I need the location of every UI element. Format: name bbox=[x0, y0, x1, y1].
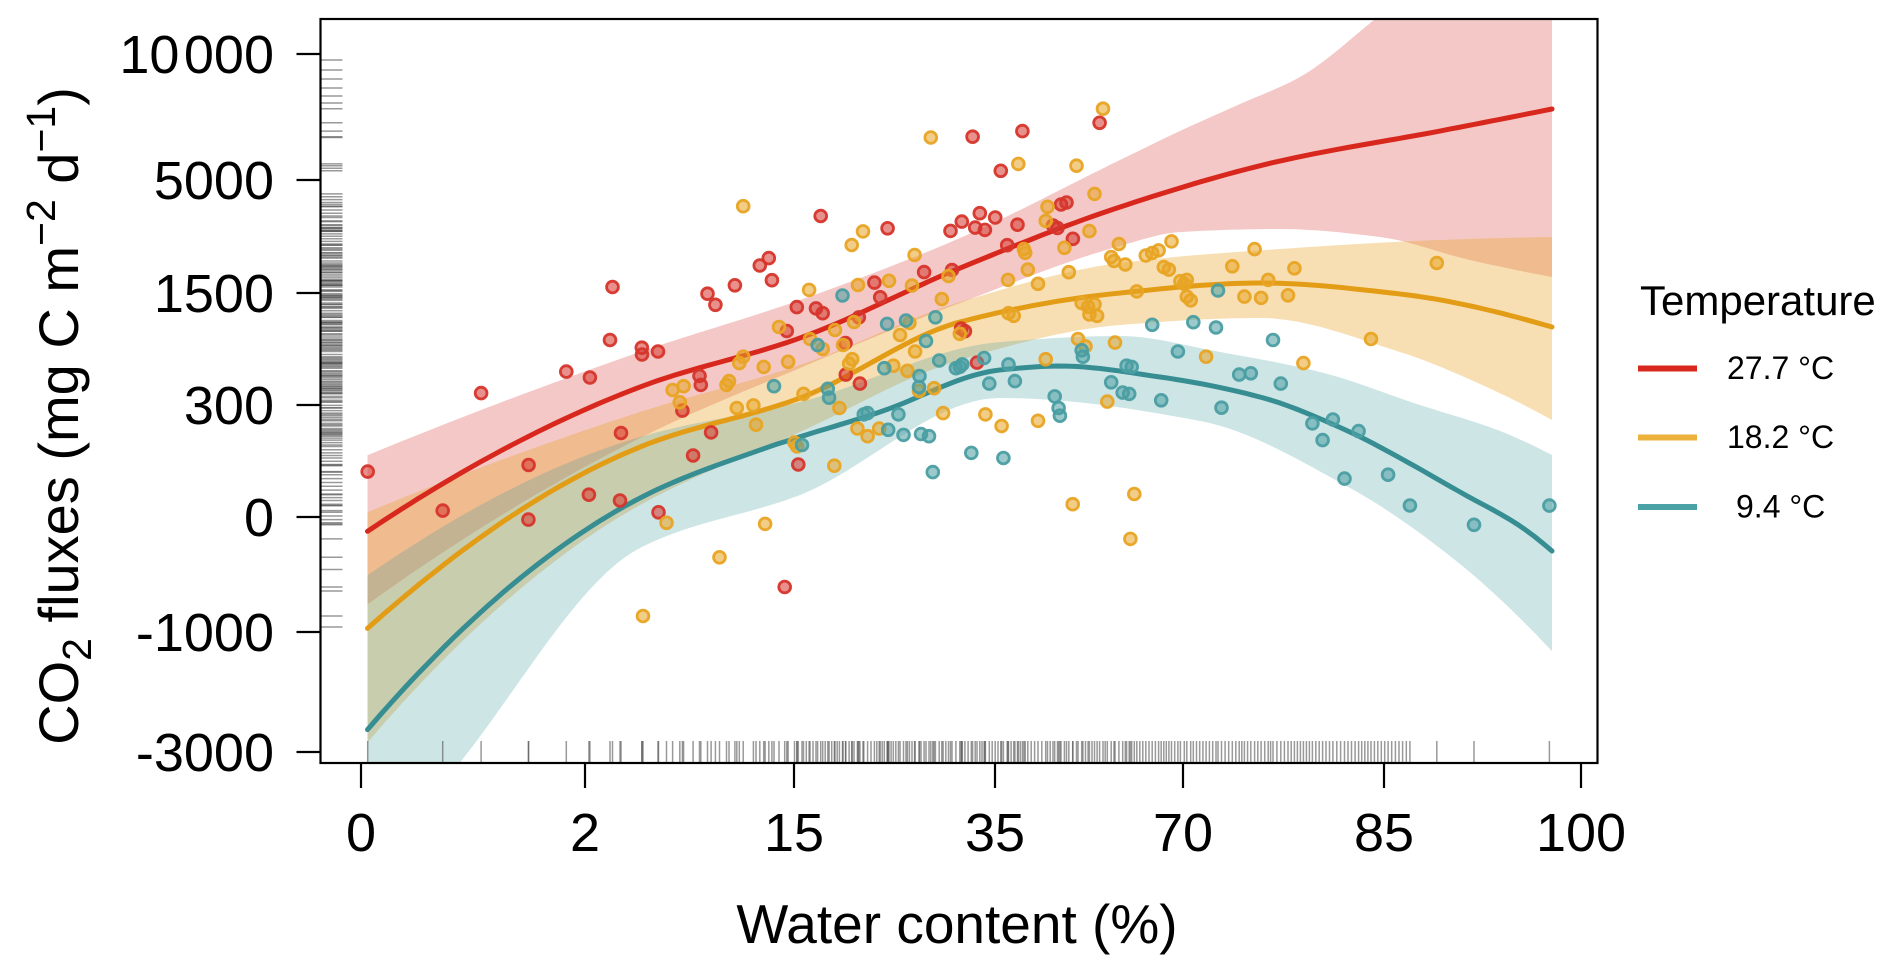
svg-text:15: 15 bbox=[764, 803, 824, 863]
svg-text:35: 35 bbox=[965, 803, 1025, 863]
svg-text:300: 300 bbox=[184, 376, 274, 436]
svg-text:18.2 °C: 18.2 °C bbox=[1727, 419, 1834, 455]
svg-text:9.4 °C: 9.4 °C bbox=[1736, 489, 1825, 525]
svg-text:0: 0 bbox=[244, 488, 274, 548]
svg-text:2: 2 bbox=[570, 803, 600, 863]
svg-text:Water content (%): Water content (%) bbox=[736, 893, 1177, 955]
svg-text:Temperature: Temperature bbox=[1640, 277, 1876, 324]
svg-text:100: 100 bbox=[1536, 803, 1626, 863]
svg-text:-3000: -3000 bbox=[136, 723, 274, 783]
svg-text:85: 85 bbox=[1354, 803, 1414, 863]
svg-text:-1000: -1000 bbox=[136, 603, 274, 663]
svg-text:1500: 1500 bbox=[154, 264, 274, 324]
svg-text:0: 0 bbox=[346, 803, 376, 863]
svg-text:27.7 °C: 27.7 °C bbox=[1727, 350, 1834, 386]
svg-text:CO2 fluxes (mg C m−2 d−1): CO2 fluxes (mg C m−2 d−1) bbox=[18, 87, 100, 745]
svg-text:10 000: 10 000 bbox=[119, 25, 274, 85]
svg-text:70: 70 bbox=[1153, 803, 1213, 863]
svg-text:5000: 5000 bbox=[154, 151, 274, 211]
